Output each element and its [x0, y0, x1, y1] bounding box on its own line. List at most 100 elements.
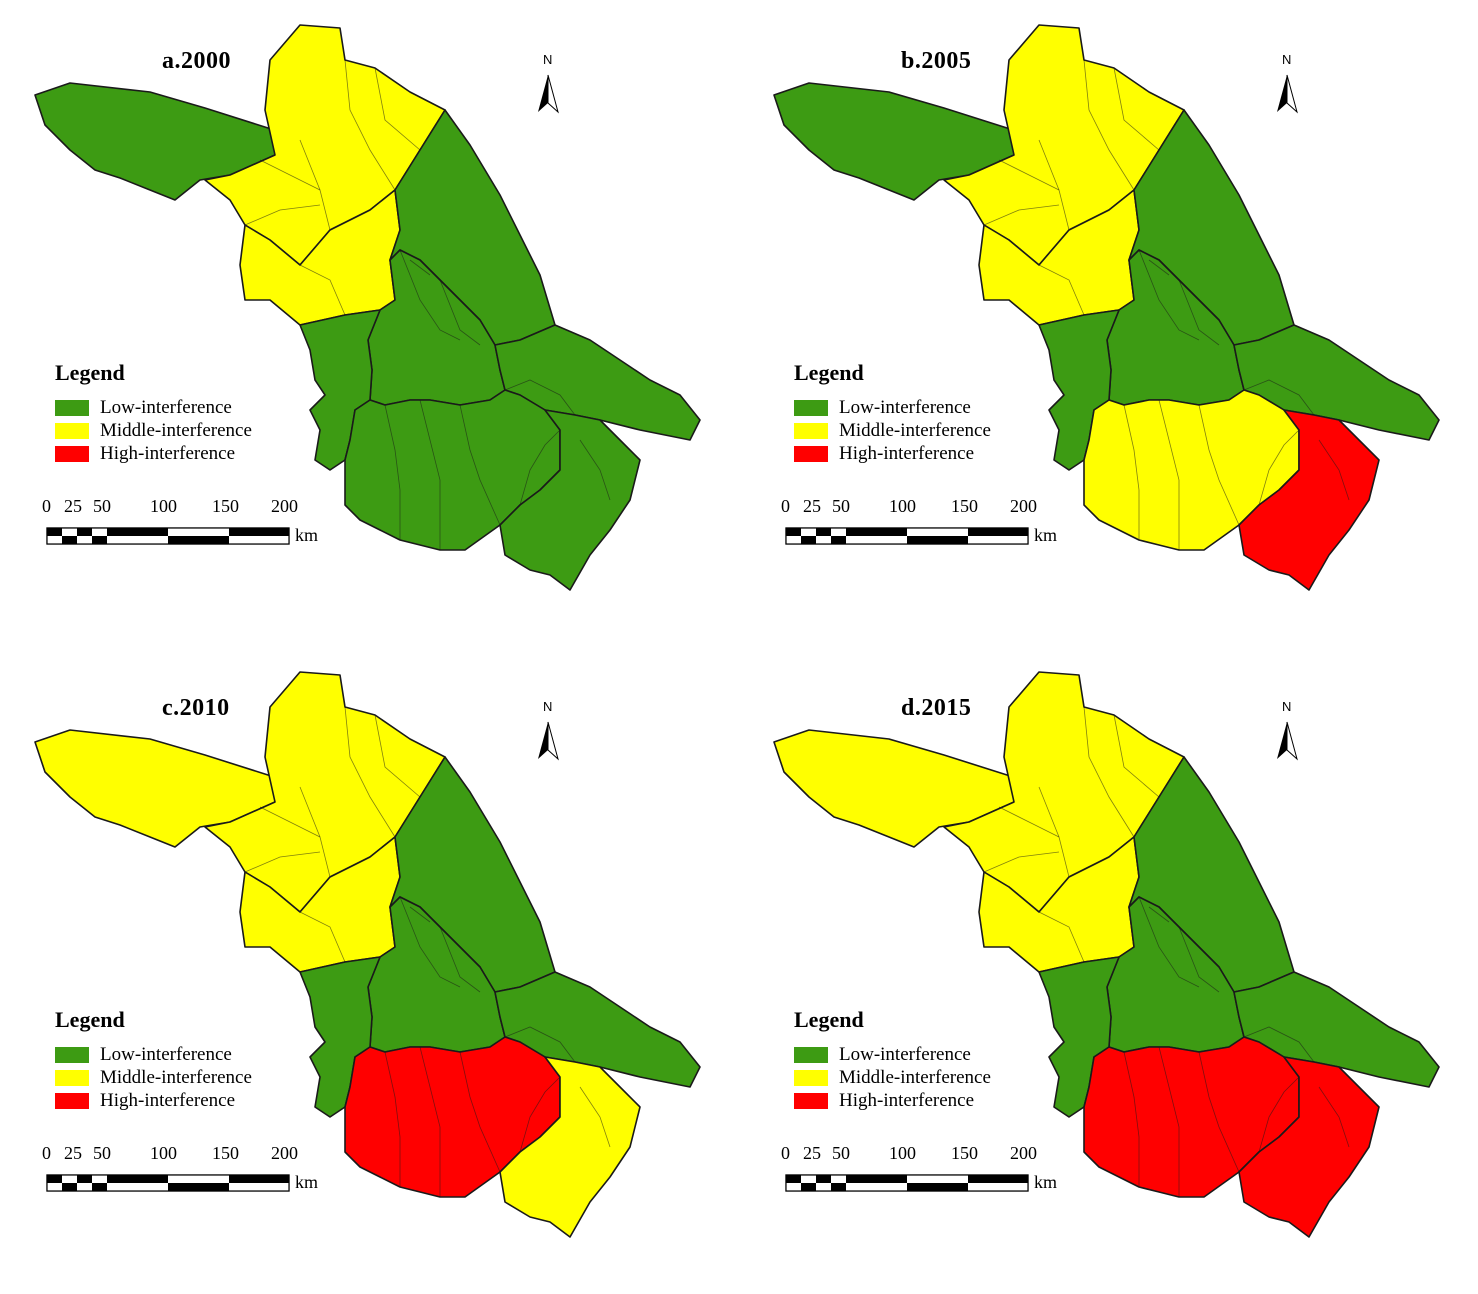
county-boundary — [374, 714, 421, 798]
scale-tick-label: 0 — [42, 496, 51, 516]
region-se — [1238, 1056, 1380, 1238]
county-boundary — [1138, 896, 1200, 988]
county-boundary — [1158, 399, 1180, 550]
panel-title: c.2010 — [162, 695, 230, 721]
scale-unit: km — [295, 525, 319, 545]
county-boundary — [259, 806, 321, 838]
legend-label-middle: Middle-interference — [839, 420, 991, 441]
county-boundary — [1178, 279, 1220, 346]
county-boundary — [1318, 1086, 1350, 1148]
county-boundary — [399, 896, 461, 988]
legend-swatch-high — [55, 446, 89, 462]
legend-swatch-low — [794, 1047, 828, 1063]
legend-label-low: Low-interference — [100, 397, 232, 418]
county-boundary — [579, 1086, 611, 1148]
north-label: N — [1282, 699, 1292, 714]
north-label: N — [1282, 52, 1292, 67]
county-boundary — [1243, 1026, 1315, 1063]
north-label: N — [543, 699, 553, 714]
north-label: N — [543, 52, 553, 67]
scale-tick-label: 0 — [42, 1143, 51, 1163]
panel-title: b.2005 — [901, 48, 972, 74]
scale-tick-label: 150 — [951, 1143, 978, 1163]
county-boundary — [983, 204, 1060, 226]
county-boundary — [1158, 1046, 1180, 1197]
map-panel-4: d.2015 N Legend Low-interference Middle-inte… — [739, 647, 1478, 1294]
scale-tick-label: 200 — [271, 496, 298, 516]
county-boundary — [1123, 1051, 1140, 1187]
scale-tick-label: 25 — [64, 1143, 82, 1163]
county-boundary — [519, 1076, 561, 1153]
north-arrow-icon — [1277, 74, 1298, 114]
region-se — [499, 409, 641, 591]
legend-swatch-middle — [794, 423, 828, 439]
scale-tick-label: 25 — [803, 496, 821, 516]
county-boundary — [1038, 911, 1085, 963]
legend-title: Legend — [55, 1007, 125, 1032]
north-arrow-icon — [538, 74, 559, 114]
legend-swatch-low — [794, 400, 828, 416]
scale-tick-label: 0 — [781, 496, 790, 516]
county-boundary — [204, 179, 246, 226]
county-boundary — [419, 399, 441, 550]
county-boundary — [519, 429, 561, 506]
county-boundary — [384, 1051, 401, 1187]
scale-tick-label: 0 — [781, 1143, 790, 1163]
legend-swatch-high — [794, 1093, 828, 1109]
legend-swatch-low — [55, 1047, 89, 1063]
county-boundary — [374, 67, 421, 151]
scale-tick-label: 100 — [889, 496, 916, 516]
county-boundary — [1198, 1051, 1240, 1173]
legend-label-high: High-interference — [839, 1090, 975, 1111]
legend-swatch-middle — [55, 1070, 89, 1086]
county-boundary — [244, 204, 321, 226]
scale-tick-label: 200 — [271, 1143, 298, 1163]
county-boundary — [1083, 706, 1135, 838]
map-panel-1: a.2000 N Legend Low-interference Middle-inte… — [0, 0, 739, 647]
panel-title: d.2015 — [901, 695, 972, 721]
county-boundary — [459, 404, 501, 526]
county-boundary — [409, 906, 431, 923]
scale-tick-label: 50 — [93, 496, 111, 516]
county-boundary — [1148, 906, 1170, 923]
county-boundary — [943, 826, 985, 873]
scale-unit: km — [1034, 1172, 1058, 1192]
legend-title: Legend — [794, 360, 864, 385]
legend-title: Legend — [55, 360, 125, 385]
county-boundary — [998, 159, 1060, 191]
county-boundary — [1243, 379, 1315, 416]
county-boundary — [1198, 404, 1240, 526]
county-boundary — [943, 179, 985, 226]
legend-title: Legend — [794, 1007, 864, 1032]
county-boundary — [459, 1051, 501, 1173]
north-arrow-icon — [1277, 721, 1298, 761]
legend-swatch-middle — [794, 1070, 828, 1086]
scale-bar — [785, 527, 1029, 545]
county-boundary — [504, 379, 576, 416]
legend-swatch-high — [55, 1093, 89, 1109]
north-arrow-icon — [538, 721, 559, 761]
legend-label-low: Low-interference — [839, 1044, 971, 1065]
county-boundary — [399, 249, 461, 341]
county-boundary — [244, 851, 321, 873]
county-boundary — [579, 439, 611, 501]
county-boundary — [1113, 67, 1160, 151]
legend-swatch-low — [55, 400, 89, 416]
county-boundary — [299, 911, 346, 963]
scale-tick-label: 200 — [1010, 496, 1037, 516]
county-boundary — [1138, 249, 1200, 341]
county-boundary — [384, 404, 401, 540]
province-map — [34, 24, 701, 591]
scale-tick-label: 50 — [93, 1143, 111, 1163]
scale-tick-label: 150 — [951, 496, 978, 516]
province-map — [773, 24, 1440, 591]
legend-label-high: High-interference — [839, 443, 975, 464]
county-boundary — [299, 264, 346, 316]
county-boundary — [344, 706, 396, 838]
county-boundary — [409, 259, 431, 276]
county-boundary — [419, 1046, 441, 1197]
panel-title: a.2000 — [162, 48, 231, 74]
county-boundary — [1258, 429, 1300, 506]
scale-tick-label: 150 — [212, 1143, 239, 1163]
scale-tick-label: 150 — [212, 496, 239, 516]
